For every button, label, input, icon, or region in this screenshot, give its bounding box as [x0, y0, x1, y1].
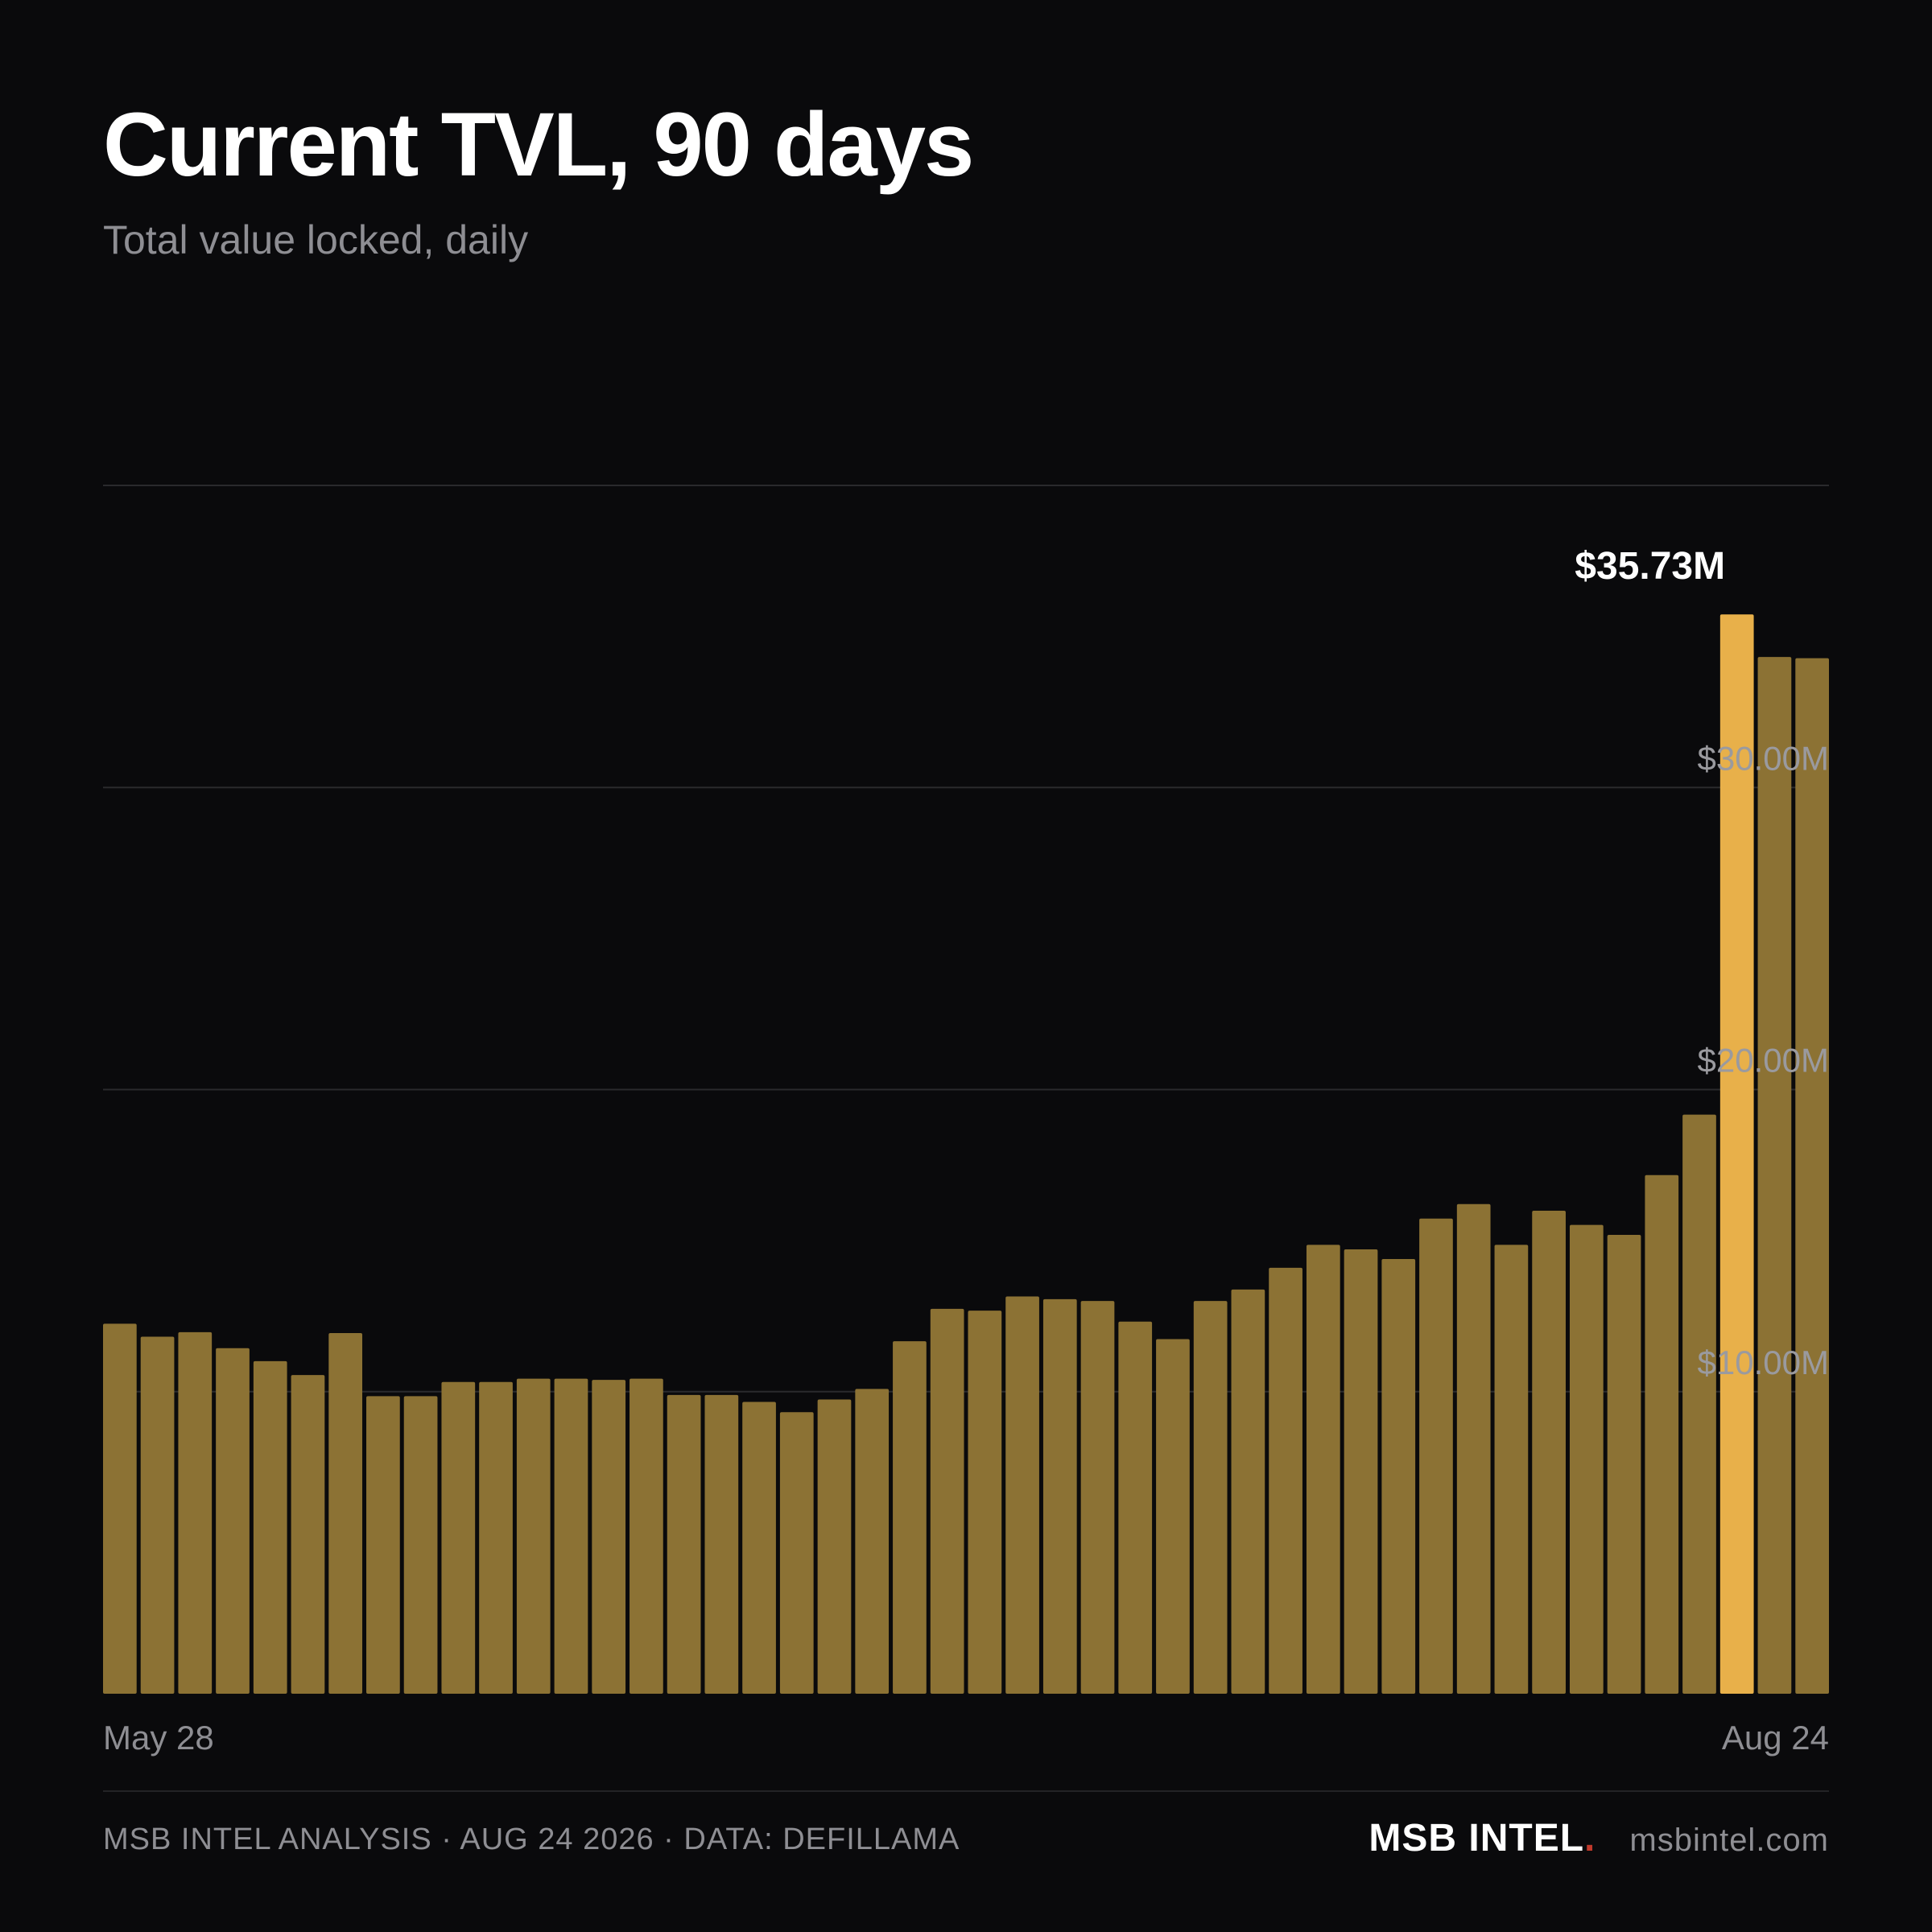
- bar: [178, 1331, 213, 1694]
- bar: [855, 1389, 890, 1694]
- bar: [1494, 1245, 1529, 1694]
- chart-title: Current TVL, 90 days: [103, 94, 974, 195]
- bar: [667, 1394, 701, 1694]
- site-link[interactable]: msbintel.com: [1629, 1823, 1829, 1858]
- brand-name: MSB INTEL: [1368, 1817, 1585, 1860]
- bar: [1381, 1259, 1416, 1694]
- bar: [1005, 1296, 1039, 1694]
- bar: [479, 1381, 513, 1694]
- bar: [216, 1348, 250, 1694]
- x-end-label: Aug 24: [1722, 1719, 1829, 1757]
- y-tick-label: $10.00M: [1698, 1344, 1829, 1381]
- bar: [1682, 1114, 1716, 1694]
- x-start-label: May 28: [103, 1719, 214, 1757]
- bar: [1193, 1301, 1228, 1694]
- bar: [1456, 1203, 1491, 1694]
- bar: [893, 1341, 927, 1694]
- y-tick-label: $30.00M: [1698, 739, 1829, 777]
- bar: [366, 1396, 400, 1694]
- y-tick-label: $20.00M: [1698, 1042, 1829, 1080]
- bar: [253, 1360, 287, 1694]
- bar: [291, 1375, 325, 1694]
- footer-divider: [103, 1790, 1829, 1792]
- bar: [1080, 1301, 1115, 1694]
- bar: [930, 1308, 964, 1694]
- bar: [1344, 1249, 1378, 1694]
- bar: [1569, 1224, 1604, 1694]
- bar: [742, 1402, 776, 1694]
- bar: [1042, 1298, 1077, 1694]
- bar: [516, 1378, 551, 1694]
- bar: [630, 1378, 663, 1694]
- bar: [1607, 1234, 1641, 1694]
- bar: [1795, 658, 1829, 1694]
- bar: [1118, 1321, 1153, 1694]
- highlight-value-label: $35.73M: [1575, 545, 1725, 588]
- bar: [779, 1412, 814, 1694]
- bars: [103, 614, 1829, 1695]
- bar: [704, 1394, 739, 1694]
- bar: [103, 1323, 137, 1694]
- bar: [441, 1381, 476, 1694]
- bar: [140, 1336, 175, 1694]
- bar: [403, 1396, 438, 1694]
- bar-highlight: [1719, 614, 1754, 1695]
- bar: [1532, 1210, 1566, 1694]
- bar-chart: $10.00M $20.00M $30.00M $35.73M May 28 Aug 24: [103, 485, 1829, 1757]
- bar: [554, 1378, 588, 1694]
- bar: [968, 1311, 1002, 1694]
- footer-source: MSB INTEL ANALYSIS · AUG 24 2026 · DATA:…: [103, 1823, 960, 1856]
- bar: [1306, 1245, 1340, 1694]
- bar: [817, 1399, 852, 1694]
- bar: [1231, 1289, 1265, 1694]
- chart-subtitle: Total value locked, daily: [103, 217, 529, 262]
- brand-logo: MSB INTEL.: [1368, 1816, 1596, 1860]
- axis-labels: $10.00M $20.00M $30.00M $35.73M May 28 Aug 24: [103, 545, 1829, 1757]
- bar: [1156, 1339, 1190, 1694]
- bar: [592, 1380, 626, 1694]
- bar: [1419, 1218, 1453, 1694]
- brand-dot: .: [1584, 1817, 1596, 1860]
- bar: [1645, 1174, 1679, 1694]
- footer-brand-block: MSB INTEL. msbintel.com: [1368, 1816, 1829, 1860]
- bar: [1757, 657, 1792, 1694]
- bar: [328, 1332, 363, 1694]
- bar: [1269, 1267, 1302, 1694]
